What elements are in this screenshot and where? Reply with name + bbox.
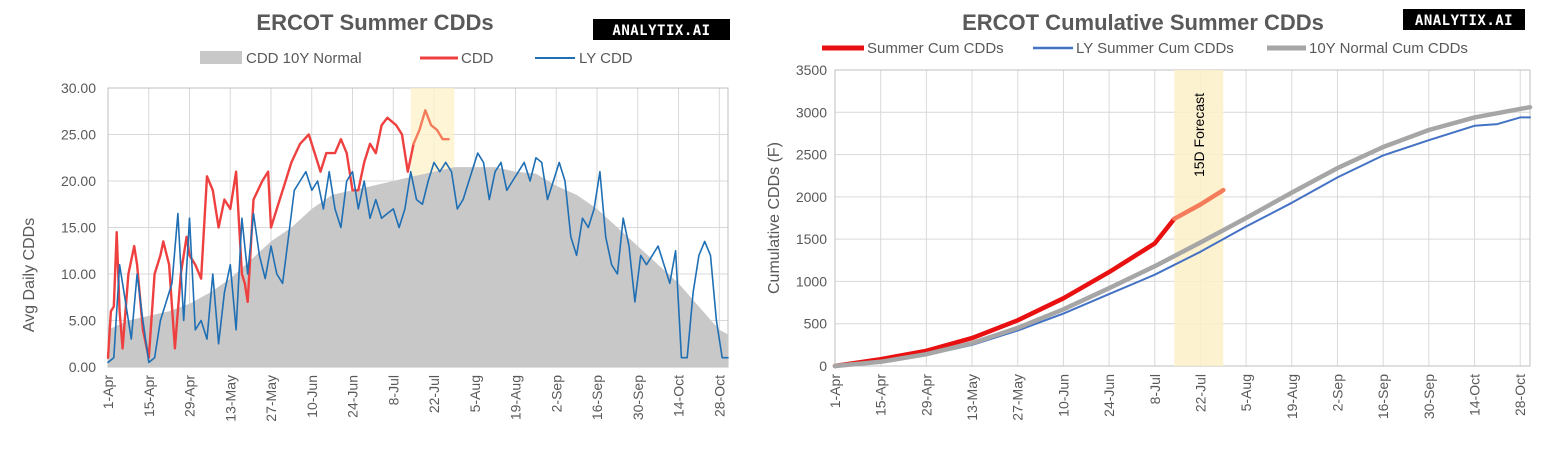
forecast-band: 15D Forecast [1174, 70, 1224, 366]
x-tick-label: 2-Sep [1329, 374, 1345, 412]
legend-swatch-normal [200, 51, 242, 64]
y-tick-label: 15.00 [61, 220, 96, 236]
chart-panel-avg-daily-cdds: ERCOT Summer CDDs ANALYTIX.AI CDD 10Y No… [0, 0, 760, 451]
legend-label-normal-cum: 10Y Normal Cum CDDs [1309, 40, 1468, 57]
series-summer-cum-cdds-forecast [1172, 187, 1226, 222]
x-tick-label: 27-May [1010, 374, 1026, 421]
x-tick-label: 22-Jul [426, 375, 442, 413]
x-axis-ticks: 1-Apr 15-Apr 29-Apr 13-May 27-May 10-Jun 24-Ju… [100, 375, 727, 422]
x-tick-label: 19-Aug [1284, 374, 1300, 419]
brand-logo-bg [1403, 9, 1525, 30]
x-tick-label: 29-Apr [918, 374, 934, 416]
brand-logo-text: ANALYTIX.AI [612, 23, 710, 39]
x-tick-label: 16-Sep [1375, 374, 1391, 419]
series-cdd [106, 116, 415, 359]
series-ly-cdd [107, 152, 729, 364]
y-tick-label: 2500 [796, 147, 827, 163]
y-axis-title: Cumulative CDDs (F) [766, 142, 783, 294]
brand-logo: ANALYTIX.AI [593, 19, 730, 40]
y-tick-label: 3000 [796, 104, 827, 120]
series-cdd-forecast [412, 109, 450, 146]
forecast-band-rect [1174, 70, 1224, 366]
y-tick-label: 25.00 [61, 127, 96, 143]
y-tick-label: 20.00 [61, 173, 96, 189]
x-tick-label: 1-Apr [827, 374, 843, 409]
chart-panel-cumulative-cdds: ERCOT Cumulative Summer CDDs ANALYTIX.AI… [760, 0, 1555, 451]
y-tick-label: 30.00 [61, 80, 96, 96]
chart-title: ERCOT Cumulative Summer CDDs [962, 10, 1324, 35]
series-layer [832, 104, 1533, 369]
chart-legend: CDD 10Y Normal CDD LY CDD [200, 50, 633, 67]
x-tick-label: 5-Aug [467, 375, 483, 412]
x-tick-label: 14-Oct [1467, 374, 1483, 416]
legend-label-ly-cum: LY Summer Cum CDDs [1076, 40, 1234, 57]
x-tick-label: 30-Sep [630, 375, 646, 420]
brand-logo-bg [593, 19, 730, 40]
x-axis-ticks: 1-Apr 15-Apr 29-Apr 13-May 27-May 10-Jun 24-Ju… [827, 374, 1528, 421]
legend-label-cdd: CDD [461, 50, 494, 67]
x-tick-label: 8-Jul [385, 375, 401, 405]
cdd-chart-svg: ERCOT Summer CDDs ANALYTIX.AI CDD 10Y No… [21, 10, 730, 422]
x-tick-label: 24-Jun [345, 375, 361, 418]
series-10y-normal-cum-cdds [832, 104, 1533, 369]
x-tick-label: 28-Oct [711, 375, 727, 417]
x-tick-label: 13-May [222, 375, 238, 422]
cumulative-chart-svg: ERCOT Cumulative Summer CDDs ANALYTIX.AI… [766, 9, 1533, 421]
chart-title: ERCOT Summer CDDs [256, 10, 493, 35]
y-tick-label: 3500 [796, 62, 827, 78]
y-axis-ticks: 0.00 5.00 10.00 15.00 20.00 25.00 30.00 [61, 80, 96, 375]
brand-logo-text: ANALYTIX.AI [1415, 13, 1513, 29]
forecast-band-label: 15D Forecast [1191, 93, 1207, 177]
x-tick-label: 15-Apr [873, 374, 889, 416]
x-tick-label: 29-Apr [182, 375, 198, 417]
x-tick-label: 8-Jul [1147, 374, 1163, 404]
y-axis-title: Avg Daily CDDs [21, 218, 38, 332]
x-tick-label: 5-Aug [1238, 374, 1254, 411]
x-tick-label: 28-Oct [1512, 374, 1528, 416]
x-tick-label: 30-Sep [1421, 374, 1437, 419]
y-tick-label: 2000 [796, 189, 827, 205]
brand-logo: ANALYTIX.AI [1403, 9, 1525, 30]
series-summer-cum-cdds [832, 216, 1177, 369]
legend-label-summer-cum: Summer Cum CDDs [867, 40, 1004, 57]
legend-label-ly: LY CDD [579, 50, 633, 67]
x-tick-label: 14-Oct [671, 375, 687, 417]
y-tick-label: 1500 [796, 231, 827, 247]
series-cdd-10y-normal [108, 167, 728, 367]
x-tick-label: 13-May [964, 374, 980, 421]
y-tick-label: 1000 [796, 273, 827, 289]
y-tick-label: 5.00 [69, 313, 96, 329]
y-tick-label: 0.00 [69, 359, 96, 375]
x-tick-label: 2-Sep [548, 375, 564, 413]
y-tick-label: 10.00 [61, 266, 96, 282]
legend-label-normal: CDD 10Y Normal [246, 50, 362, 67]
x-tick-label: 1-Apr [100, 375, 116, 410]
x-tick-label: 27-May [263, 375, 279, 422]
x-tick-label: 22-Jul [1192, 374, 1208, 412]
x-tick-label: 19-Aug [508, 375, 524, 420]
x-tick-label: 10-Jun [304, 375, 320, 418]
y-tick-label: 500 [804, 316, 828, 332]
x-tick-label: 24-Jun [1101, 374, 1117, 417]
x-tick-label: 16-Sep [589, 375, 605, 420]
x-tick-label: 15-Apr [141, 375, 157, 417]
y-tick-label: 0 [819, 358, 827, 374]
chart-legend: Summer Cum CDDs LY Summer Cum CDDs 10Y N… [822, 40, 1468, 57]
series-layer [106, 109, 729, 367]
x-tick-label: 10-Jun [1055, 374, 1071, 417]
y-axis-ticks: 0 500 1000 1500 2000 2500 3000 3500 [796, 62, 827, 374]
